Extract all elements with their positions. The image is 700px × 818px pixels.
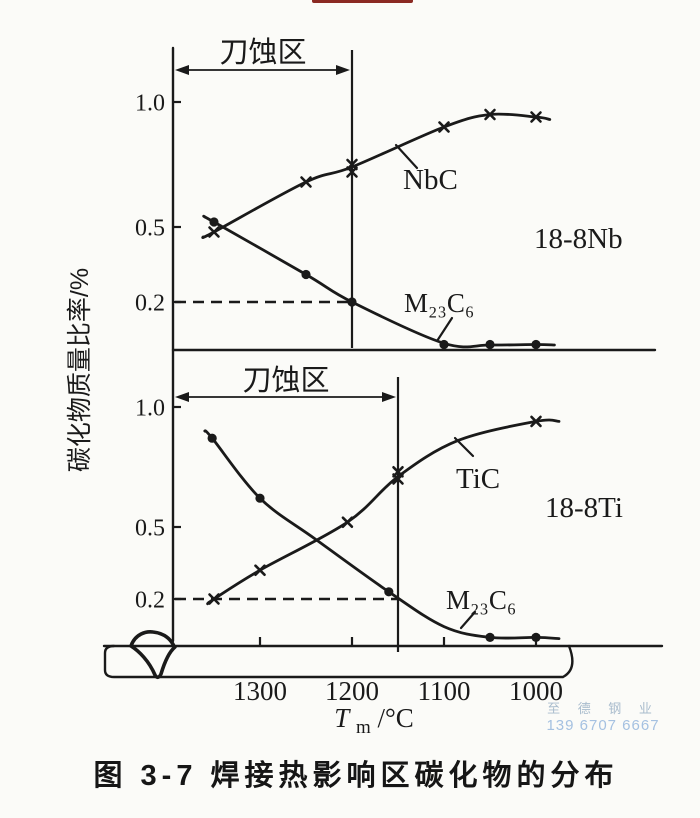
x-tick-label: 1200 <box>325 676 379 706</box>
data-point-dot <box>439 339 449 350</box>
top-panel-plot: 1.0 0.5 0.2 <box>135 50 556 350</box>
page-top-edge-artifact <box>312 0 413 3</box>
data-point-dot <box>384 587 394 597</box>
series-curve-NbC <box>201 112 552 240</box>
data-point-dot <box>255 493 265 503</box>
arrowhead-left-icon <box>175 65 189 75</box>
series-curve-TiC <box>206 418 561 606</box>
series-curve-MC <box>202 214 556 349</box>
data-point-x <box>341 516 354 528</box>
data-point-x <box>346 166 358 178</box>
axes <box>102 46 664 648</box>
series-label-m23c6-bottom: M₂₃C₆ <box>446 585 516 615</box>
data-point-x <box>530 415 542 428</box>
series-label-nbc: NbC <box>403 164 458 196</box>
data-point-x <box>530 111 542 123</box>
nbc-leader-line <box>394 143 419 170</box>
x-axis-title-subscript: m <box>356 717 371 738</box>
data-point-x <box>254 564 266 576</box>
alloy-label-18-8nb: 18-8Nb <box>534 223 623 255</box>
x-axis-title-symbol: T <box>334 703 351 733</box>
y-axis-title: 碳化物质量比率/% <box>66 268 94 472</box>
data-point-dot <box>209 217 219 227</box>
m23c6-bottom-leader-line <box>459 610 477 630</box>
x-axis-ticks: 1300 1200 1100 1000 <box>233 637 563 706</box>
data-point-x <box>208 226 220 238</box>
leader-lines <box>394 143 477 630</box>
data-point-dot <box>531 339 541 350</box>
x-tick-label: 1100 <box>418 676 471 706</box>
arrowhead-left-icon <box>175 392 189 402</box>
m23c6-top-leader-line <box>435 316 454 343</box>
data-point-dot <box>347 297 357 307</box>
x-axis-title-unit: /°C <box>378 703 414 733</box>
weld-bead-icon <box>129 630 177 680</box>
alloy-label-18-8ti: 18-8Ti <box>545 492 623 524</box>
data-point-dot <box>301 269 311 280</box>
y-tick-label: 1.0 <box>135 396 165 422</box>
data-point-x <box>484 108 496 121</box>
series-label-m23c6-top: M₂₃C₆ <box>404 288 474 318</box>
y-tick-label: 0.5 <box>135 216 165 242</box>
y-tick-label: 0.5 <box>135 516 165 542</box>
knife-zone-label-bottom: 刀蚀区 <box>242 364 329 397</box>
data-point-x <box>300 176 312 188</box>
bottom-panel-plot: 1.0 0.5 0.2 <box>135 377 561 652</box>
data-point-x <box>438 121 450 133</box>
y-tick-label: 0.2 <box>135 291 165 317</box>
plate-outline <box>103 644 574 679</box>
data-point-x <box>392 473 404 485</box>
knife-zone-label-top: 刀蚀区 <box>219 36 306 69</box>
arrowhead-right-icon <box>382 392 396 402</box>
y-tick-label: 1.0 <box>135 91 165 117</box>
data-point-dot <box>485 339 495 350</box>
x-axis-title: T m /°C <box>334 703 414 739</box>
arrowhead-right-icon <box>336 65 350 75</box>
x-tick-label: 1000 <box>509 676 563 706</box>
data-point-dot <box>485 632 495 643</box>
x-tick-label: 1300 <box>233 676 287 706</box>
series-label-tic: TiC <box>456 463 500 495</box>
data-point-dot <box>207 433 217 443</box>
weld-plate-schematic <box>103 630 574 680</box>
figure-caption: 图 3-7 焊接热影响区碳化物的分布 <box>93 760 619 792</box>
y-tick-label: 0.2 <box>135 588 165 614</box>
data-point-x <box>208 593 220 605</box>
